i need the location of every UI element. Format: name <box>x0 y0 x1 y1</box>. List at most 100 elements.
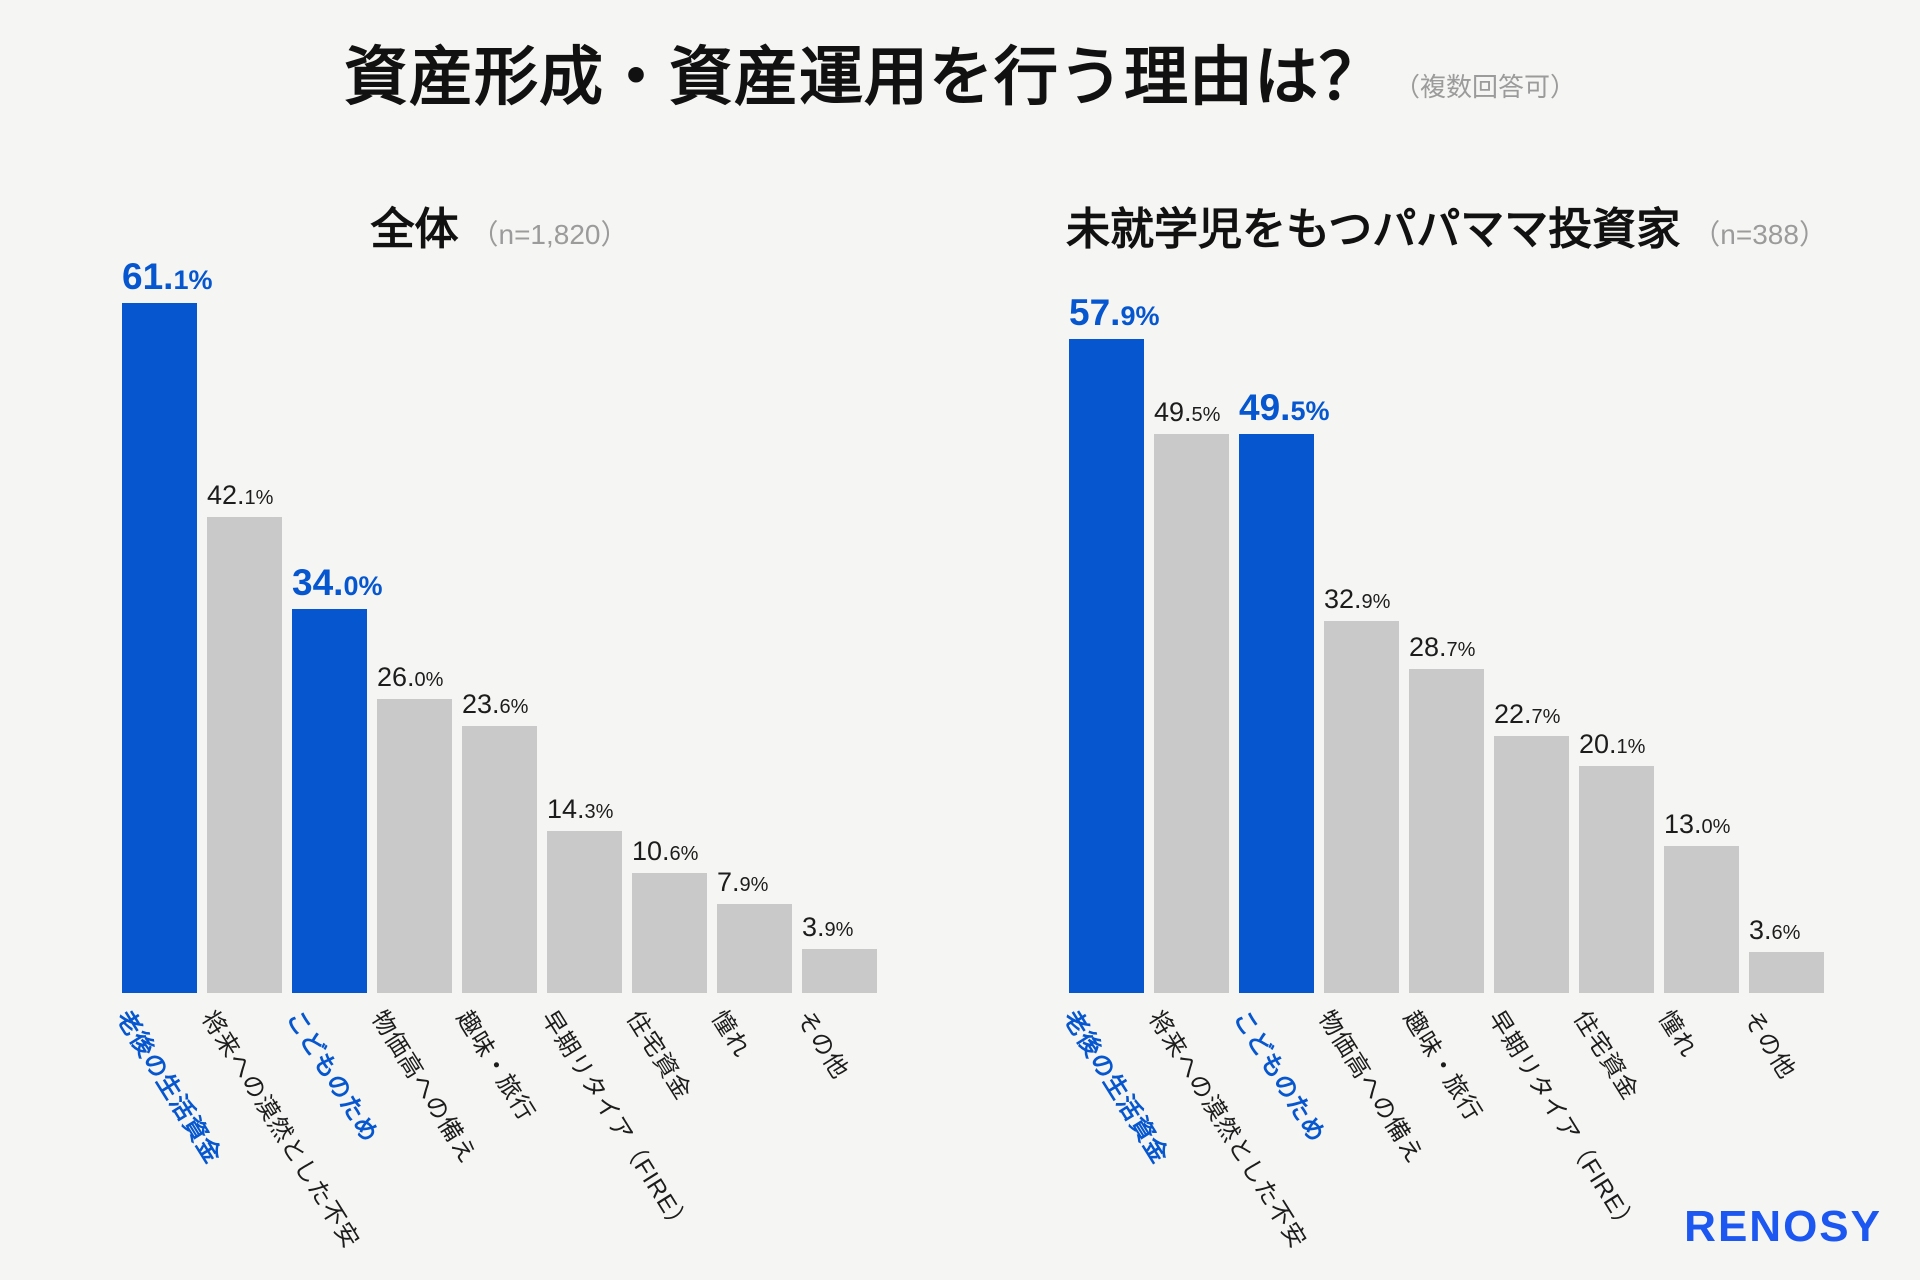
value-label-integer: 10. <box>632 836 670 866</box>
value-label-integer: 32. <box>1324 584 1362 614</box>
sample-size-label: （n=388） <box>1692 219 1827 250</box>
bar-highlighted <box>1069 339 1144 993</box>
category-label: 趣味・旅行 <box>1397 1005 1487 1127</box>
category-label: 将来への漠然とした不安 <box>195 1005 365 1254</box>
category-label: 住宅資金 <box>620 1005 697 1106</box>
value-label: 49.5% <box>1239 389 1329 426</box>
bar <box>207 517 282 993</box>
chart-parents-heading-row: 未就学児をもつパパママ投資家 （n=388） <box>1066 193 1827 257</box>
value-label-decimal: 9% <box>1120 301 1160 331</box>
category-label: 憧れ <box>705 1005 756 1063</box>
category-label: その他 <box>790 1005 854 1084</box>
bar-highlighted <box>1239 434 1314 993</box>
value-label: 42.1% <box>207 482 273 509</box>
value-label: 13.0% <box>1664 811 1730 838</box>
bar-highlighted <box>292 609 367 993</box>
bar <box>547 831 622 993</box>
value-label-integer: 49. <box>1239 387 1291 428</box>
category-label: こどものため <box>280 1005 384 1148</box>
value-label: 7.9% <box>717 869 768 896</box>
value-label-decimal: 1% <box>1616 736 1646 758</box>
value-label: 22.7% <box>1494 701 1560 728</box>
category-label: 早期リタイア（FIRE） <box>535 1005 696 1240</box>
bar <box>462 726 537 993</box>
value-label: 61.1% <box>122 258 212 295</box>
sample-size-label: （n=1,820） <box>470 219 629 250</box>
value-label-decimal: 7% <box>1446 639 1476 661</box>
bar-column: 10.6% 住宅資金 <box>621 293 707 1105</box>
value-label: 20.1% <box>1579 731 1645 758</box>
bar-column: 3.9% その他 <box>791 293 877 1084</box>
value-label-integer: 23. <box>462 689 500 719</box>
bar-highlighted <box>122 303 197 993</box>
bar <box>1749 952 1824 993</box>
value-label-integer: 7. <box>717 867 740 897</box>
value-label-decimal: 7% <box>1531 706 1561 728</box>
value-label: 32.9% <box>1324 586 1390 613</box>
category-label: 早期リタイア（FIRE） <box>1482 1005 1643 1240</box>
value-label: 3.6% <box>1749 917 1800 944</box>
bar-column: 34.0% こどものため <box>281 293 383 1147</box>
value-label-decimal: 9% <box>824 919 854 941</box>
value-label: 28.7% <box>1409 634 1475 661</box>
value-label-decimal: 9% <box>1361 591 1391 613</box>
category-label: その他 <box>1737 1005 1801 1084</box>
value-label-decimal: 6% <box>1771 922 1801 944</box>
bar-column: 22.7% 早期リタイア（FIRE） <box>1483 293 1643 1240</box>
bar-column: 3.6% その他 <box>1738 293 1824 1084</box>
value-label-integer: 26. <box>377 662 415 692</box>
chart-heading: 未就学児をもつパパママ投資家 <box>1066 205 1681 254</box>
page-title: 資産形成・資産運用を行う理由は？ <box>343 41 1384 113</box>
value-label-decimal: 3% <box>584 801 614 823</box>
value-label: 14.3% <box>547 796 613 823</box>
renosy-logo: RENOSY <box>1684 1202 1882 1251</box>
category-label: 趣味・旅行 <box>450 1005 540 1127</box>
value-label-integer: 28. <box>1409 632 1447 662</box>
bar <box>802 949 877 993</box>
title-row: 資産形成・資産運用を行う理由は？ （複数回答可） <box>0 41 1920 113</box>
bar <box>1664 846 1739 993</box>
value-label-integer: 61. <box>122 256 174 297</box>
bar-column: 49.5% こどものため <box>1228 293 1330 1147</box>
bar-column: 49.5% 将来への漠然とした不安 <box>1143 293 1312 1254</box>
category-label: 憧れ <box>1652 1005 1703 1063</box>
value-label: 49.5% <box>1154 399 1220 426</box>
value-label-integer: 22. <box>1494 699 1532 729</box>
value-label-decimal: 9% <box>739 874 769 896</box>
value-label-integer: 13. <box>1664 809 1702 839</box>
value-label: 26.0% <box>377 664 443 691</box>
value-label: 10.6% <box>632 838 698 865</box>
bars-area: 61.1% 老後の生活資金 42.1% 将来への漠然とした不安 34.0% こどものため 2… <box>111 258 877 1253</box>
value-label-integer: 3. <box>1749 915 1772 945</box>
value-label-decimal: 0% <box>1701 816 1731 838</box>
value-label-decimal: 6% <box>499 696 529 718</box>
bar-column: 7.9% 憧れ <box>706 293 792 1063</box>
value-label-integer: 34. <box>292 562 344 603</box>
value-label: 3.9% <box>802 914 853 941</box>
value-label-integer: 57. <box>1069 292 1121 333</box>
bar-column: 26.0% 物価高への備え <box>366 293 482 1169</box>
value-label-decimal: 5% <box>1290 396 1330 426</box>
bar <box>1579 766 1654 993</box>
bar-column: 57.9% 老後の生活資金 <box>1058 292 1174 1169</box>
bar <box>377 699 452 993</box>
bars-area: 57.9% 老後の生活資金 49.5% 将来への漠然とした不安 49.5% こどものため 3… <box>1058 292 1824 1254</box>
bar-column: 61.1% 老後の生活資金 <box>111 258 227 1169</box>
value-label-decimal: 1% <box>173 265 213 295</box>
bar-column: 13.0% 憧れ <box>1653 293 1739 1063</box>
value-label-integer: 20. <box>1579 729 1617 759</box>
value-label-decimal: 0% <box>414 669 444 691</box>
chart-overall: 全体 （n=1,820） 61.1% 老後の生活資金 42.1% 将来への漠然とした不… <box>111 205 877 1253</box>
category-label: 将来への漠然とした不安 <box>1142 1005 1312 1254</box>
value-label-decimal: 0% <box>343 571 383 601</box>
bar-column: 20.1% 住宅資金 <box>1568 293 1654 1105</box>
value-label-decimal: 6% <box>669 843 699 865</box>
category-label: こどものため <box>1227 1005 1331 1148</box>
value-label-decimal: 1% <box>244 487 274 509</box>
bar-column: 32.9% 物価高への備え <box>1313 293 1429 1169</box>
bar <box>1324 621 1399 993</box>
chart-parents-investors: 未就学児をもつパパママ投資家 （n=388） 57.9% 老後の生活資金 49.5%… <box>1058 205 1827 1254</box>
value-label: 23.6% <box>462 691 528 718</box>
title-note: （複数回答可） <box>1393 72 1576 103</box>
